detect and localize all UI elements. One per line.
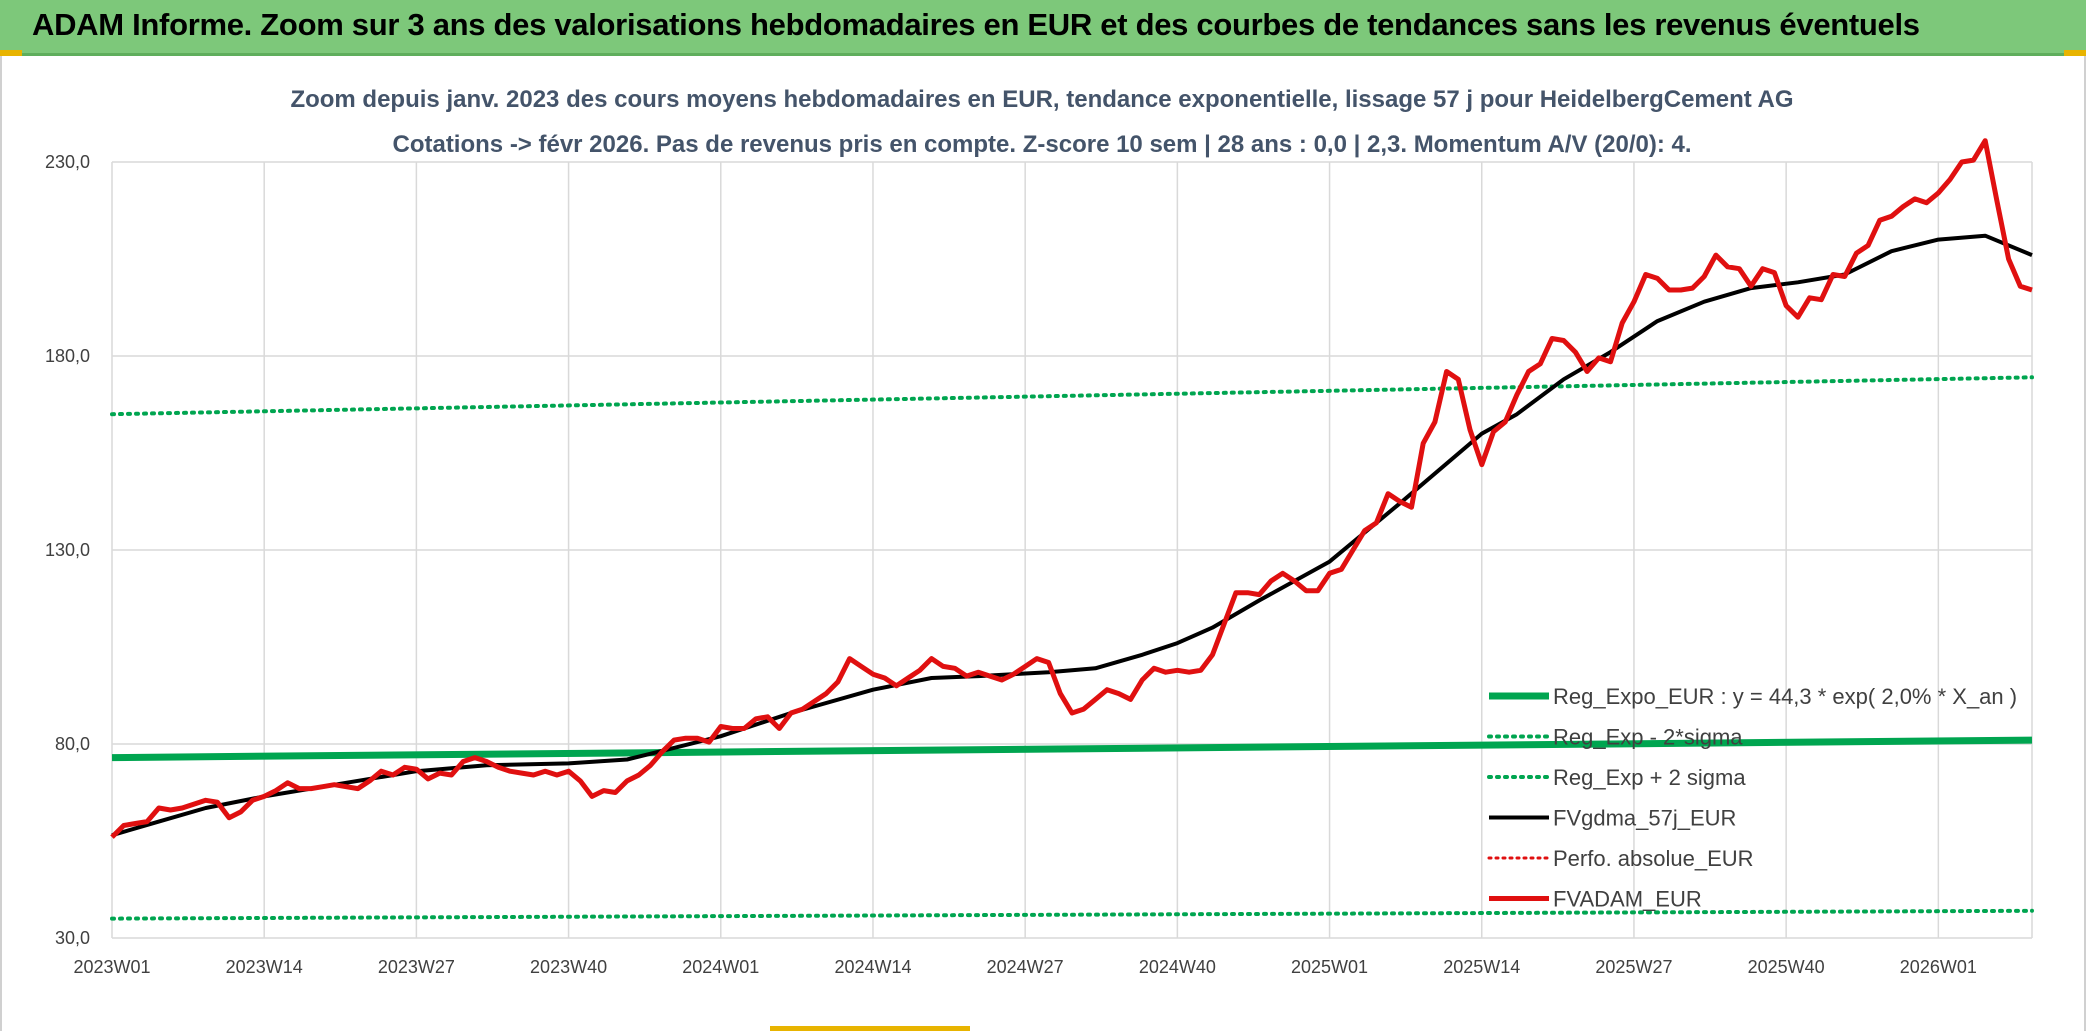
series-line-fvgdma-57j-eur bbox=[111, 233, 2033, 838]
axis-labels: 30,0 80,0 130,0 180,0 230,0 2023W01 2023W14 202… bbox=[45, 152, 1977, 977]
y-tick-label: 230,0 bbox=[45, 152, 90, 172]
y-tick-label: 30,0 bbox=[55, 928, 90, 948]
x-tick-label: 2024W14 bbox=[834, 957, 911, 977]
x-tick-label: 2024W40 bbox=[1139, 957, 1216, 977]
legend-label: Perfo. absolue_EUR bbox=[1553, 846, 1754, 871]
x-tick-label: 2023W27 bbox=[378, 957, 455, 977]
chart-area: 30,0 80,0 130,0 180,0 230,0 2023W01 2023W14 202… bbox=[0, 56, 2086, 1031]
series-line-fvadam-eur bbox=[110, 138, 2033, 839]
x-tick-label: 2024W27 bbox=[987, 957, 1064, 977]
x-tick-label: 2023W40 bbox=[530, 957, 607, 977]
line-chart: 30,0 80,0 130,0 180,0 230,0 2023W01 2023W14 202… bbox=[45, 78, 2034, 977]
x-tick-label: 2026W01 bbox=[1900, 957, 1977, 977]
page-title: ADAM Informe. Zoom sur 3 ans des valoris… bbox=[32, 7, 1920, 42]
header-corner-accent-left bbox=[0, 50, 22, 56]
chart-title-line-1: Zoom depuis janv. 2023 des cours moyens … bbox=[290, 86, 1793, 113]
x-tick-label: 2025W27 bbox=[1595, 957, 1672, 977]
legend-label: FVgdma_57j_EUR bbox=[1553, 806, 1736, 831]
x-tick-label: 2025W40 bbox=[1748, 957, 1825, 977]
x-tick-label: 2023W14 bbox=[226, 957, 303, 977]
legend-label: FVADAM_EUR bbox=[1553, 887, 1702, 912]
y-tick-label: 80,0 bbox=[55, 734, 90, 754]
series-line-reg-exp-2-sigma bbox=[110, 908, 2034, 921]
y-tick-label: 180,0 bbox=[45, 346, 90, 366]
header-bar: ADAM Informe. Zoom sur 3 ans des valoris… bbox=[0, 0, 2086, 56]
chart-title-line-2: Cotations -> févr 2026. Pas de revenus p… bbox=[392, 131, 1691, 158]
x-tick-label: 2025W14 bbox=[1443, 957, 1520, 977]
x-tick-label: 2024W01 bbox=[682, 957, 759, 977]
series-line-reg-expo-eur bbox=[111, 736, 2033, 762]
header-corner-accent-right bbox=[2064, 50, 2086, 56]
x-tick-label: 2023W01 bbox=[73, 957, 150, 977]
footer-accent bbox=[770, 1026, 970, 1031]
series bbox=[110, 138, 2034, 921]
legend-label: Reg_Exp + 2 sigma bbox=[1553, 765, 1746, 790]
legend: Reg_Expo_EUR : y = 44,3 * exp( 2,0% * X_… bbox=[1487, 684, 2017, 912]
grid bbox=[111, 161, 2033, 939]
legend-label: Reg_Expo_EUR : y = 44,3 * exp( 2,0% * X_… bbox=[1553, 684, 2017, 709]
series-line-reg-exp-2-sigma bbox=[110, 375, 2034, 417]
subtitle-backdrop bbox=[302, 78, 1782, 158]
y-tick-label: 130,0 bbox=[45, 540, 90, 560]
x-tick-label: 2025W01 bbox=[1291, 957, 1368, 977]
legend-label: Reg_Exp - 2*sigma bbox=[1553, 725, 1743, 750]
